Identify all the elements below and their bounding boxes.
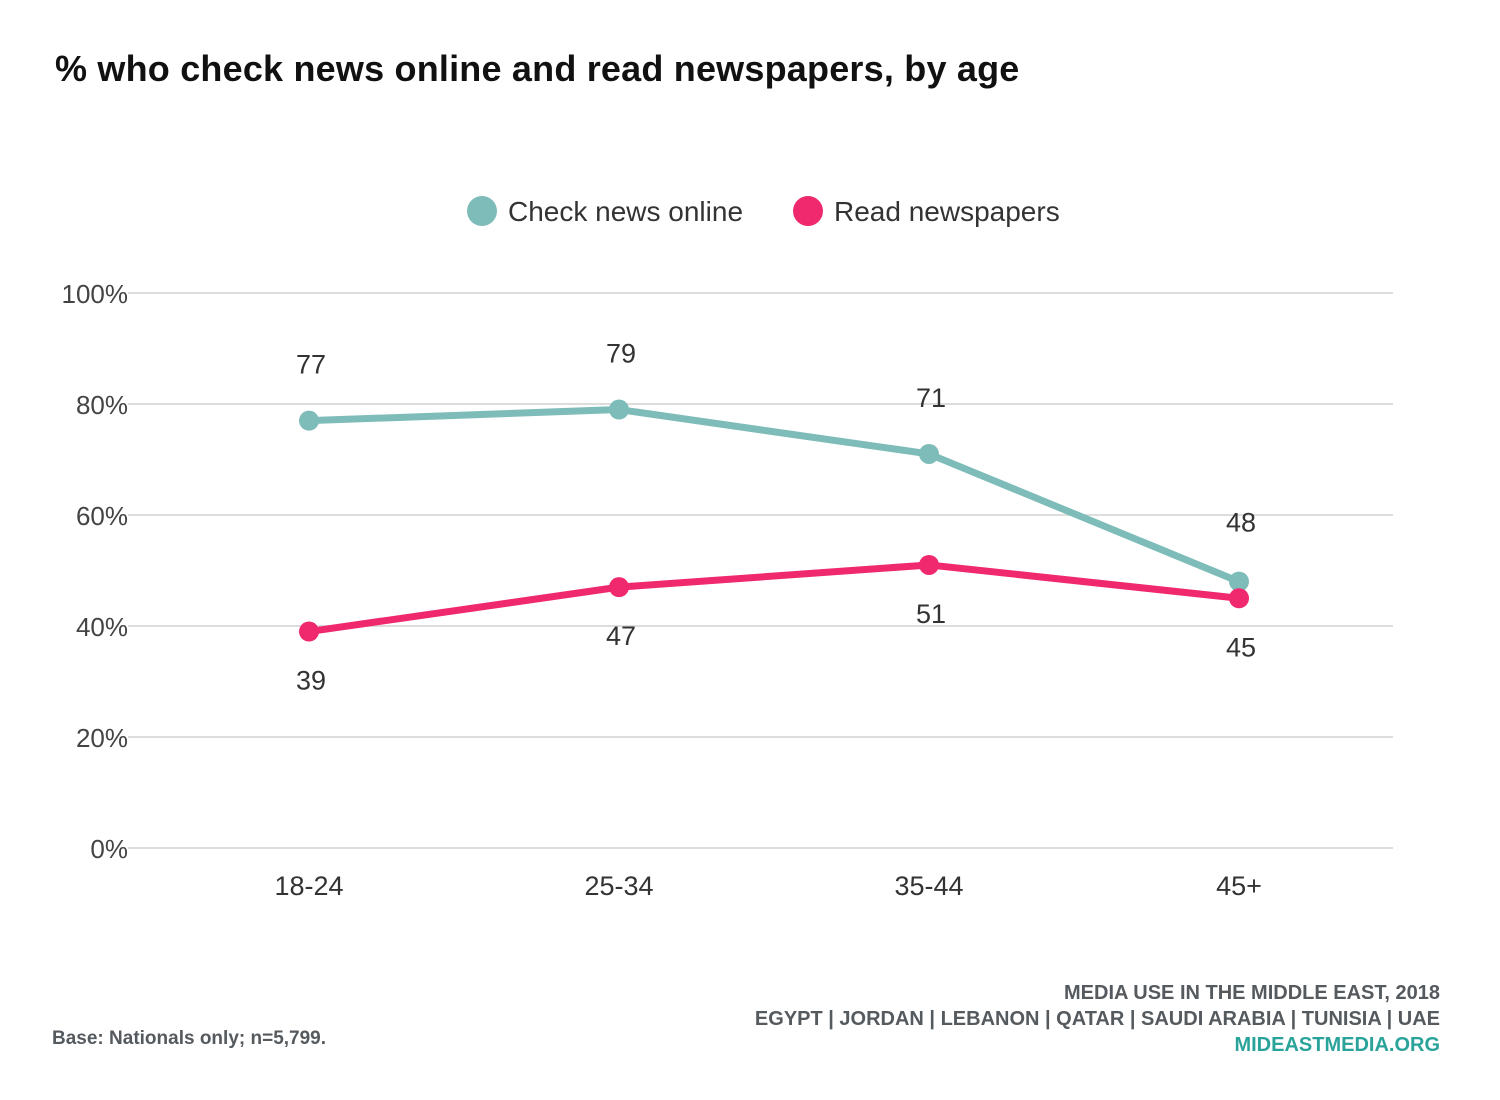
series-layer: 77 79 71 48 39 47 51 45: [296, 339, 1256, 696]
y-tick-label: 0%: [90, 834, 128, 864]
data-point: [1229, 571, 1249, 592]
y-tick-label: 80%: [76, 390, 128, 420]
series-read-newspapers: 39 47 51 45: [296, 554, 1256, 696]
source-site-link[interactable]: MIDEASTMEDIA.ORG: [1234, 1034, 1440, 1056]
data-point: [609, 399, 629, 420]
line-chart: Check news online Read newspapers 0% 20% 40…: [62, 196, 1393, 901]
series-check-news-online: 77 79 71 48: [296, 339, 1256, 592]
legend: Check news online Read newspapers: [467, 196, 1060, 227]
data-label: 48: [1226, 508, 1256, 538]
data-label: 47: [606, 621, 636, 651]
x-tick-label: 25-34: [584, 871, 653, 901]
x-axis: 18-24 25-34 35-44 45+: [274, 871, 1261, 901]
y-tick-label: 60%: [76, 501, 128, 531]
x-tick-label: 35-44: [894, 871, 963, 901]
data-label: 45: [1226, 632, 1256, 662]
data-point: [299, 621, 319, 642]
data-label: 77: [296, 350, 326, 380]
series-line: [305, 561, 1243, 636]
legend-label: Check news online: [508, 196, 743, 227]
data-point: [299, 410, 319, 431]
data-label: 79: [606, 339, 636, 369]
y-tick-label: 20%: [76, 723, 128, 753]
series-line: [305, 406, 1243, 586]
y-tick-label: 100%: [62, 279, 129, 309]
source-title: MEDIA USE IN THE MIDDLE EAST, 2018: [1064, 982, 1440, 1004]
data-label: 39: [296, 666, 326, 696]
base-note: Base: Nationals only; n=5,799.: [52, 1028, 327, 1049]
legend-label: Read newspapers: [834, 196, 1060, 227]
y-tick-label: 40%: [76, 612, 128, 642]
legend-item: Check news online: [467, 196, 743, 227]
data-point: [609, 577, 629, 598]
data-point: [919, 443, 939, 464]
source-block: MEDIA USE IN THE MIDDLE EAST, 2018 EGYPT…: [755, 980, 1440, 1058]
data-label: 51: [916, 599, 946, 629]
x-tick-label: 45+: [1216, 871, 1262, 901]
legend-swatch: [793, 196, 823, 226]
legend-item: Read newspapers: [793, 196, 1060, 227]
data-point: [1229, 588, 1249, 609]
x-tick-label: 18-24: [274, 871, 343, 901]
data-point: [919, 554, 939, 575]
source-countries: EGYPT | JORDAN | LEBANON | QATAR | SAUDI…: [754, 1008, 1440, 1030]
y-axis: 0% 20% 40% 60% 80% 100%: [62, 279, 129, 864]
legend-swatch: [467, 196, 497, 226]
chart-title: % who check news online and read newspap…: [55, 48, 1020, 89]
data-label: 71: [916, 383, 946, 413]
